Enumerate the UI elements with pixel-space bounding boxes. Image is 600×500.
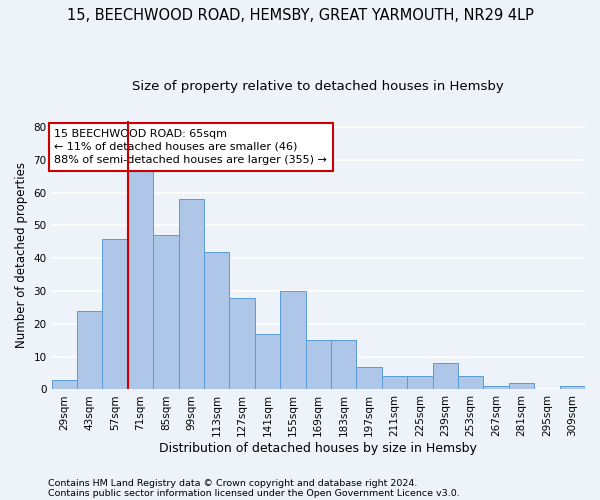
Title: Size of property relative to detached houses in Hemsby: Size of property relative to detached ho…: [133, 80, 504, 93]
Text: Contains HM Land Registry data © Crown copyright and database right 2024.: Contains HM Land Registry data © Crown c…: [48, 478, 418, 488]
Text: 15, BEECHWOOD ROAD, HEMSBY, GREAT YARMOUTH, NR29 4LP: 15, BEECHWOOD ROAD, HEMSBY, GREAT YARMOU…: [67, 8, 533, 22]
Bar: [458, 376, 484, 390]
Bar: [204, 252, 229, 390]
Bar: [128, 166, 153, 390]
Bar: [433, 363, 458, 390]
Bar: [153, 236, 179, 390]
Bar: [305, 340, 331, 390]
Bar: [331, 340, 356, 390]
Y-axis label: Number of detached properties: Number of detached properties: [15, 162, 28, 348]
X-axis label: Distribution of detached houses by size in Hemsby: Distribution of detached houses by size …: [160, 442, 477, 455]
Bar: [484, 386, 509, 390]
Bar: [356, 366, 382, 390]
Bar: [407, 376, 433, 390]
Bar: [179, 200, 204, 390]
Bar: [77, 311, 103, 390]
Bar: [229, 298, 255, 390]
Bar: [509, 383, 534, 390]
Bar: [560, 386, 585, 390]
Bar: [280, 291, 305, 390]
Text: Contains public sector information licensed under the Open Government Licence v3: Contains public sector information licen…: [48, 488, 460, 498]
Bar: [103, 238, 128, 390]
Bar: [52, 380, 77, 390]
Text: 15 BEECHWOOD ROAD: 65sqm
← 11% of detached houses are smaller (46)
88% of semi-d: 15 BEECHWOOD ROAD: 65sqm ← 11% of detach…: [54, 128, 327, 165]
Bar: [382, 376, 407, 390]
Bar: [255, 334, 280, 390]
